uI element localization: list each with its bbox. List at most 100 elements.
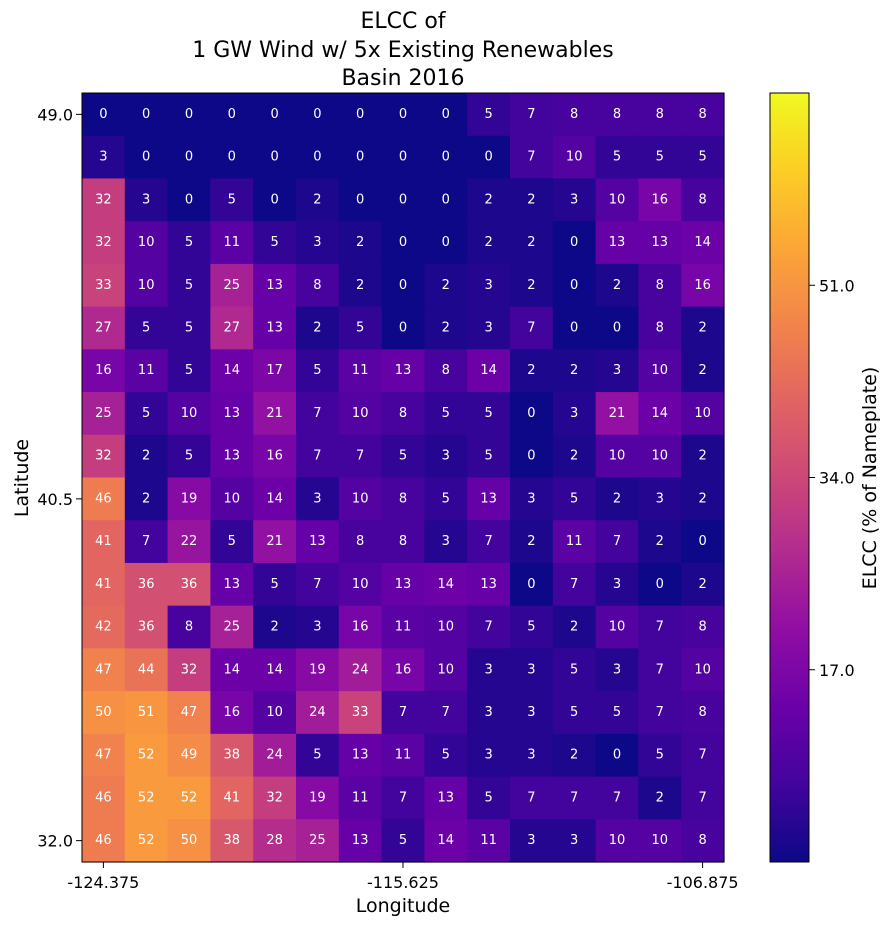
heatmap-cells	[82, 93, 725, 863]
heatmap-cell	[681, 520, 725, 564]
cell-value-label: 5	[484, 107, 492, 122]
heatmap-cell	[296, 93, 340, 137]
y-tick-label: 40.5	[37, 490, 73, 509]
heatmap-cell	[681, 562, 725, 607]
heatmap-cell	[253, 135, 297, 180]
heatmap-cell	[210, 392, 254, 436]
heatmap-cell	[82, 221, 126, 265]
heatmap-cell	[510, 562, 554, 607]
heatmap-cell	[681, 349, 725, 393]
heatmap-cell	[467, 733, 511, 778]
heatmap-cell	[510, 135, 554, 180]
cell-value-label: 5	[228, 192, 236, 207]
cell-value-label: 2	[313, 320, 321, 335]
cell-value-label: 0	[399, 107, 407, 122]
heatmap-cell	[638, 477, 682, 521]
heatmap-cell	[210, 93, 254, 137]
heatmap-cell	[381, 776, 425, 820]
cell-value-label: 14	[224, 363, 241, 378]
cell-value-label: 10	[266, 705, 283, 720]
y-axis-label: Latitude	[11, 439, 33, 517]
heatmap-cell	[638, 349, 682, 393]
cell-value-label: 41	[224, 790, 241, 805]
heatmap-cell	[338, 733, 383, 778]
heatmap-cell	[124, 819, 169, 863]
cell-value-label: 10	[138, 278, 155, 293]
heatmap-cell	[210, 178, 254, 222]
heatmap-cell	[595, 691, 639, 735]
cell-value-label: 0	[185, 107, 193, 122]
heatmap-cell	[124, 477, 169, 521]
x-tick-label: -115.625	[367, 873, 439, 892]
heatmap-cell	[253, 733, 297, 778]
cell-value-label: 10	[609, 449, 626, 464]
cell-value-label: 5	[356, 320, 364, 335]
heatmap-cell	[381, 733, 425, 778]
cell-value-label: 19	[309, 662, 326, 677]
heatmap-cell	[424, 434, 468, 479]
cell-value-label: 8	[656, 278, 664, 293]
cell-value-label: 3	[484, 748, 492, 763]
heatmap-cell	[253, 776, 297, 820]
cell-value-label: 0	[613, 748, 621, 763]
cell-value-label: 5	[142, 320, 150, 335]
cell-value-label: 0	[356, 150, 364, 165]
cell-value-label: 0	[570, 278, 578, 293]
cell-value-label: 2	[570, 449, 578, 464]
cell-value-label: 10	[609, 192, 626, 207]
cell-value-label: 52	[138, 748, 155, 763]
cell-value-label: 13	[352, 833, 369, 848]
cell-value-label: 10	[566, 150, 583, 165]
heatmap-cell	[638, 562, 682, 607]
cell-value-label: 0	[356, 107, 364, 122]
cell-value-label: 16	[95, 363, 112, 378]
cell-value-label: 0	[442, 235, 450, 250]
heatmap-cell	[124, 392, 169, 436]
heatmap-cell	[253, 178, 297, 222]
heatmap-cell	[467, 434, 511, 479]
cell-value-label: 7	[570, 577, 578, 592]
heatmap-cell	[510, 263, 554, 308]
heatmap-cell	[167, 349, 211, 393]
cell-value-label: 50	[181, 833, 198, 848]
heatmap-cell	[381, 135, 425, 180]
heatmap-cell	[424, 306, 468, 350]
cell-value-label: 13	[224, 577, 241, 592]
heatmap-cell	[552, 93, 597, 137]
heatmap-cell	[595, 562, 639, 607]
heatmap-cell	[167, 776, 211, 820]
heatmap-cell	[296, 263, 340, 308]
heatmap-cell	[424, 819, 468, 863]
cell-value-label: 3	[99, 150, 107, 165]
cell-value-label: 7	[527, 790, 535, 805]
cell-value-label: 14	[266, 491, 283, 506]
cell-value-label: 41	[95, 534, 112, 549]
cell-value-label: 5	[442, 748, 450, 763]
cell-value-label: 3	[656, 491, 664, 506]
cell-value-label: 2	[698, 577, 706, 592]
cell-value-label: 50	[95, 705, 112, 720]
heatmap-cell	[253, 477, 297, 521]
cell-value-label: 10	[652, 363, 669, 378]
cell-value-label: 0	[270, 150, 278, 165]
heatmap-cell	[510, 349, 554, 393]
cell-value-label: 10	[652, 449, 669, 464]
cell-value-label: 0	[698, 534, 706, 549]
cell-value-label: 2	[570, 620, 578, 635]
heatmap-cell	[82, 819, 126, 863]
heatmap-cell	[338, 135, 383, 180]
cell-value-label: 0	[442, 192, 450, 207]
heatmap-cell	[124, 135, 169, 180]
heatmap-cell	[253, 520, 297, 564]
cell-value-label: 2	[442, 278, 450, 293]
cell-value-label: 13	[352, 748, 369, 763]
cell-value-label: 3	[313, 235, 321, 250]
cell-value-label: 7	[570, 790, 578, 805]
cell-value-label: 0	[656, 577, 664, 592]
heatmap-cell	[82, 263, 126, 308]
heatmap-cell	[552, 477, 597, 521]
cell-value-label: 17	[266, 363, 283, 378]
heatmap-cell	[296, 477, 340, 521]
heatmap-cell	[681, 819, 725, 863]
heatmap-cell	[424, 135, 468, 180]
